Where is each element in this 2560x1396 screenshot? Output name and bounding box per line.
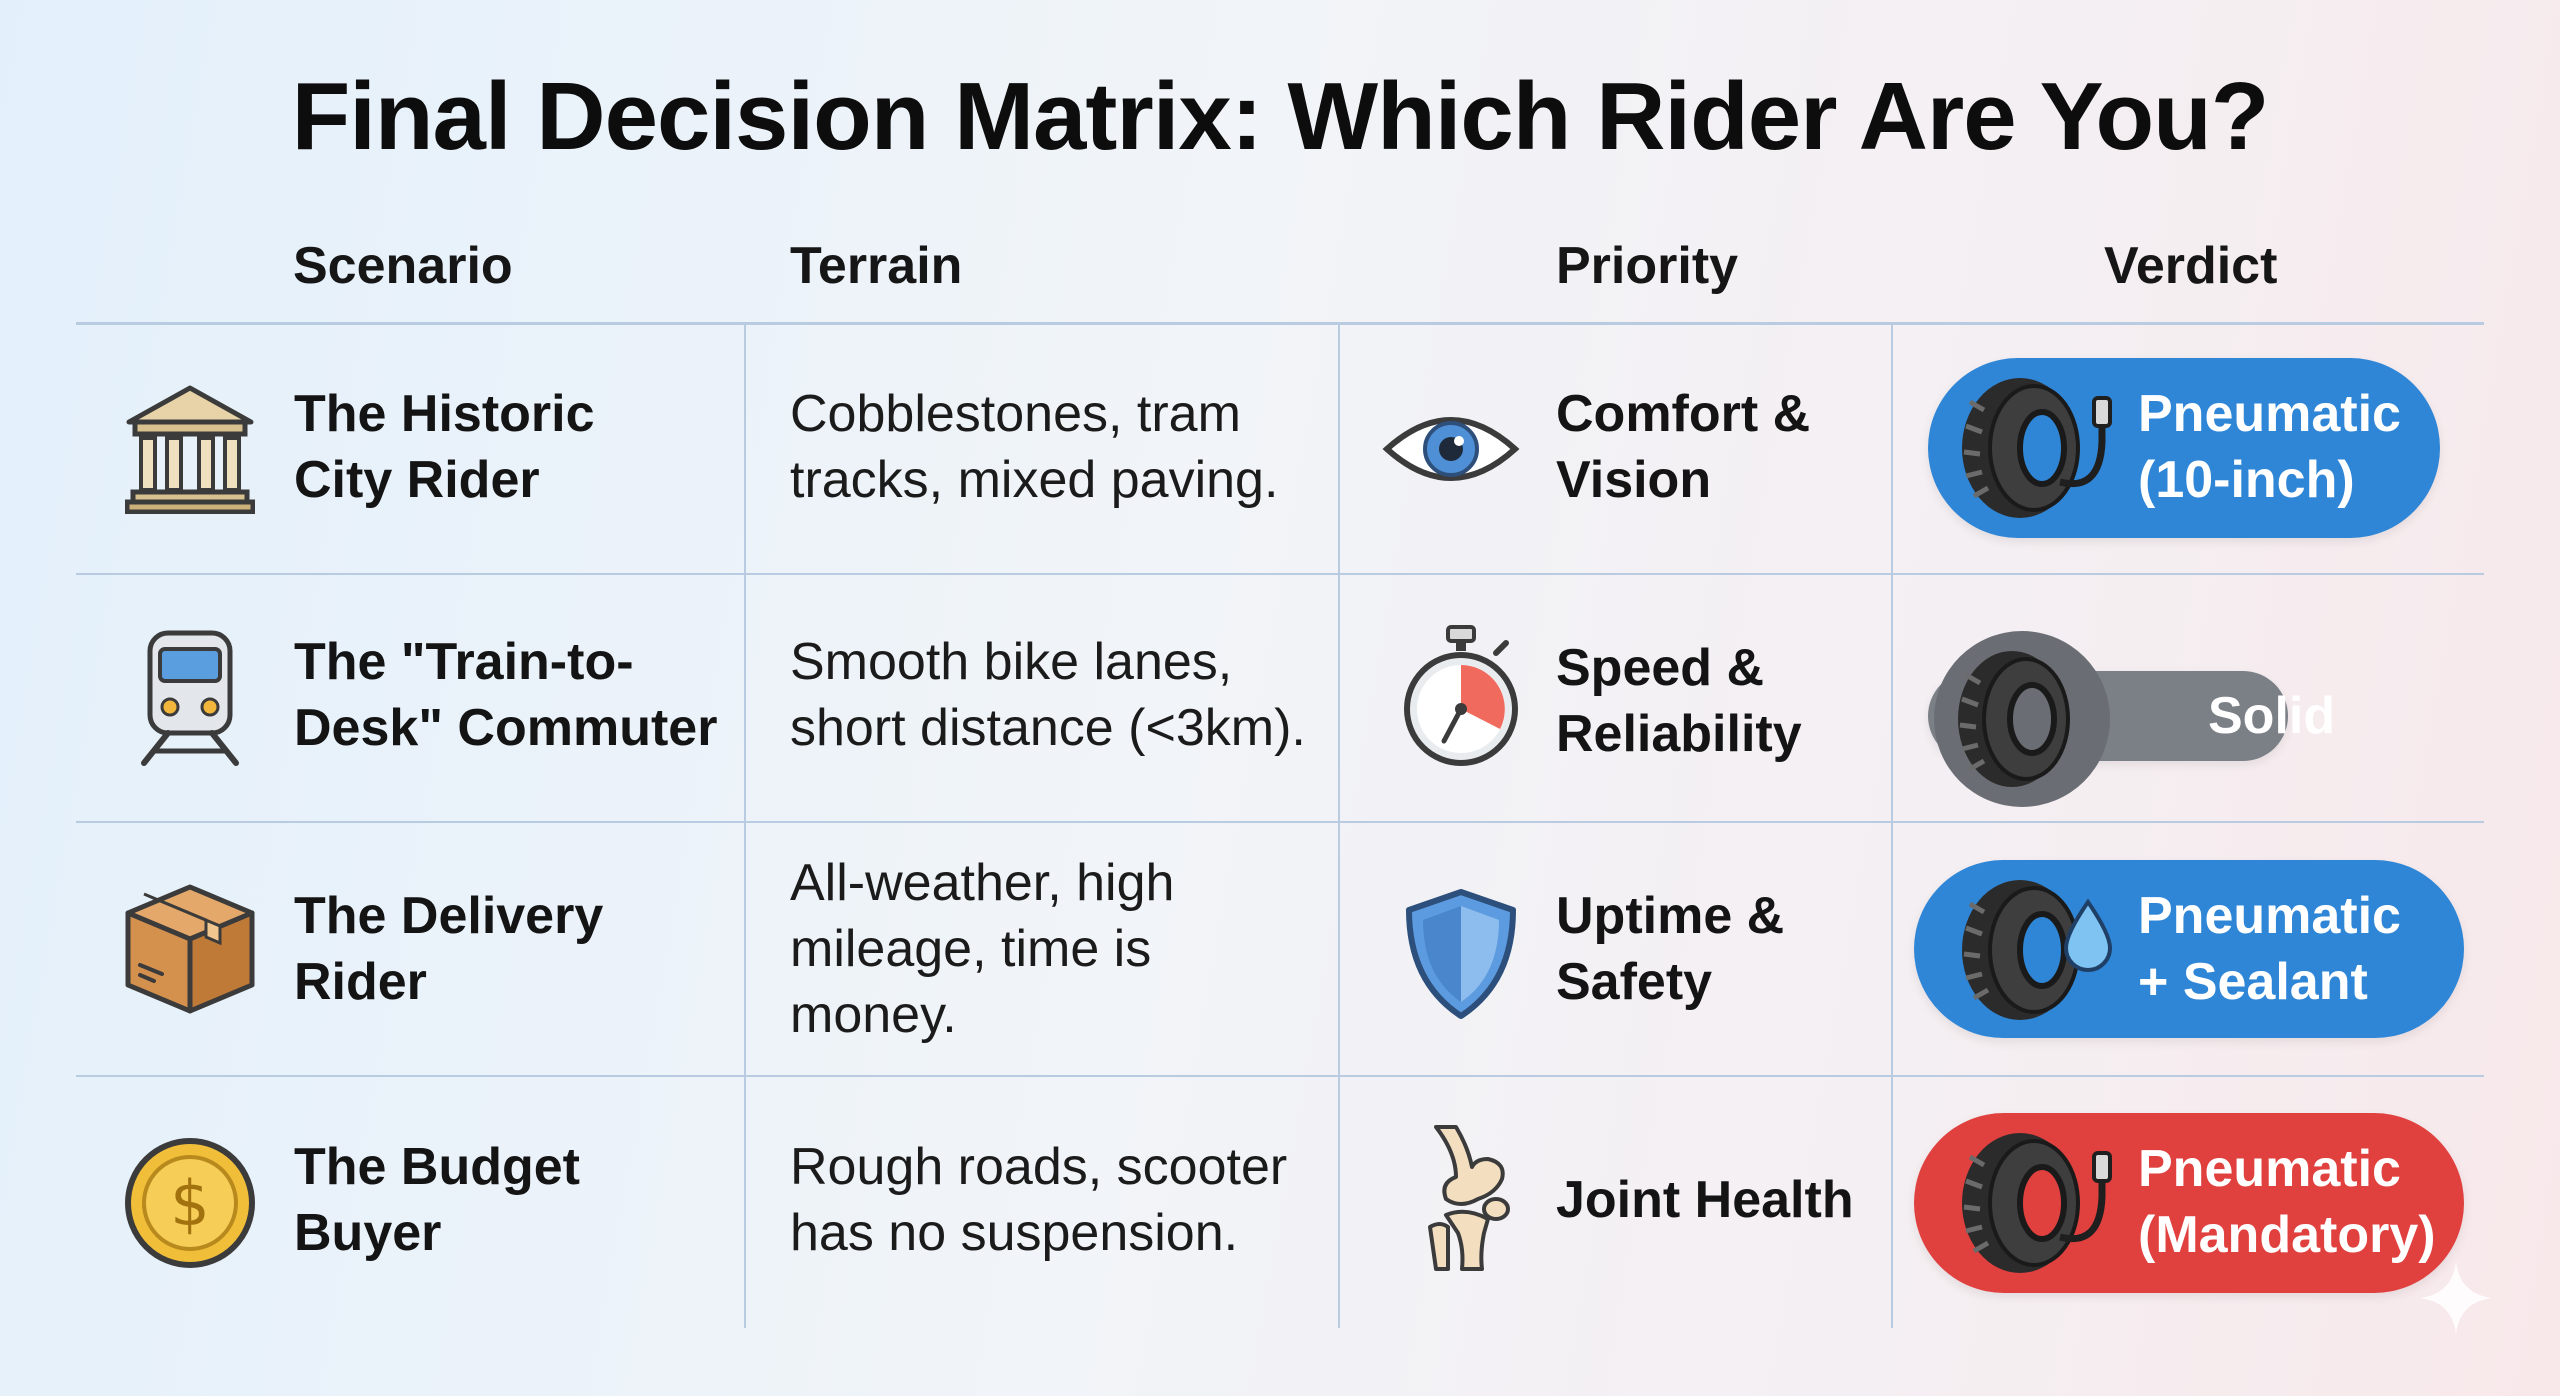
header-scenario: Scenario <box>293 237 513 295</box>
scenario-label: The Historic City Rider <box>294 385 595 509</box>
priority-label: Speed & Reliability <box>1556 639 1802 763</box>
scenario-label: The Budget Buyer <box>294 1138 580 1262</box>
classical-building-icon <box>120 378 260 518</box>
verdict-badge: Pneumatic (10-inch) <box>1928 358 2440 538</box>
scenario-label: The "Train-to- Desk" Commuter <box>294 633 718 757</box>
row-divider <box>76 573 2484 575</box>
tire-with-droplet-icon <box>1950 872 2120 1042</box>
header-divider <box>76 322 2484 325</box>
verdict-label: Pneumatic + Sealant <box>2138 887 2401 1011</box>
header-priority: Priority <box>1556 237 1739 295</box>
table-row: The "Train-to- Desk" Commuter Smooth bik… <box>76 575 2484 821</box>
terrain-label: Rough roads, scooter has no suspension. <box>790 1138 1288 1262</box>
terrain-label: Smooth bike lanes, short distance (<3km)… <box>790 633 1306 757</box>
verdict-badge: Pneumatic + Sealant <box>1914 860 2464 1038</box>
terrain-label: Cobblestones, tram tracks, mixed paving. <box>790 385 1279 509</box>
verdict-label: Pneumatic (10-inch) <box>2138 385 2401 509</box>
column-divider <box>744 324 746 1328</box>
eye-icon <box>1376 374 1526 524</box>
table-row: $ The Budget Buyer Rough roads, scooter … <box>76 1077 2484 1328</box>
tire-icon <box>1932 629 2112 825</box>
priority-label: Joint Health <box>1556 1171 1854 1229</box>
verdict-badge: Pneumatic (Mandatory) <box>1914 1113 2464 1293</box>
train-icon <box>120 627 260 767</box>
column-divider <box>1338 324 1340 1328</box>
dollar-coin-icon: $ <box>120 1133 260 1273</box>
svg-text:$: $ <box>170 1167 209 1240</box>
cardboard-box-icon <box>120 879 260 1019</box>
verdict-label: Pneumatic (Mandatory) <box>2138 1140 2436 1264</box>
row-divider <box>76 821 2484 823</box>
stopwatch-icon <box>1386 621 1536 771</box>
row-divider <box>76 1075 2484 1077</box>
header-verdict: Verdict <box>2104 237 2278 295</box>
page-title: Final Decision Matrix: Which Rider Are Y… <box>291 63 2270 170</box>
shield-icon <box>1386 879 1536 1029</box>
verdict-label: Solid <box>2208 687 2336 745</box>
sparkle-icon <box>2416 1258 2496 1343</box>
tire-with-valve-icon <box>1950 1127 2120 1295</box>
priority-label: Comfort & Vision <box>1556 385 1811 509</box>
tire-with-valve-icon <box>1950 372 2120 540</box>
table-row: The Historic City Rider Cobblestones, tr… <box>76 324 2484 573</box>
header-terrain: Terrain <box>790 237 963 295</box>
terrain-label: All-weather, high mileage, time is money… <box>790 854 1175 1044</box>
priority-label: Uptime & Safety <box>1556 887 1785 1011</box>
verdict-badge: Solid <box>1928 631 2335 807</box>
column-divider <box>1891 324 1893 1328</box>
knee-joint-icon <box>1396 1123 1546 1273</box>
scenario-label: The Delivery Rider <box>294 887 604 1011</box>
table-row: The Delivery Rider All-weather, high mil… <box>76 823 2484 1075</box>
